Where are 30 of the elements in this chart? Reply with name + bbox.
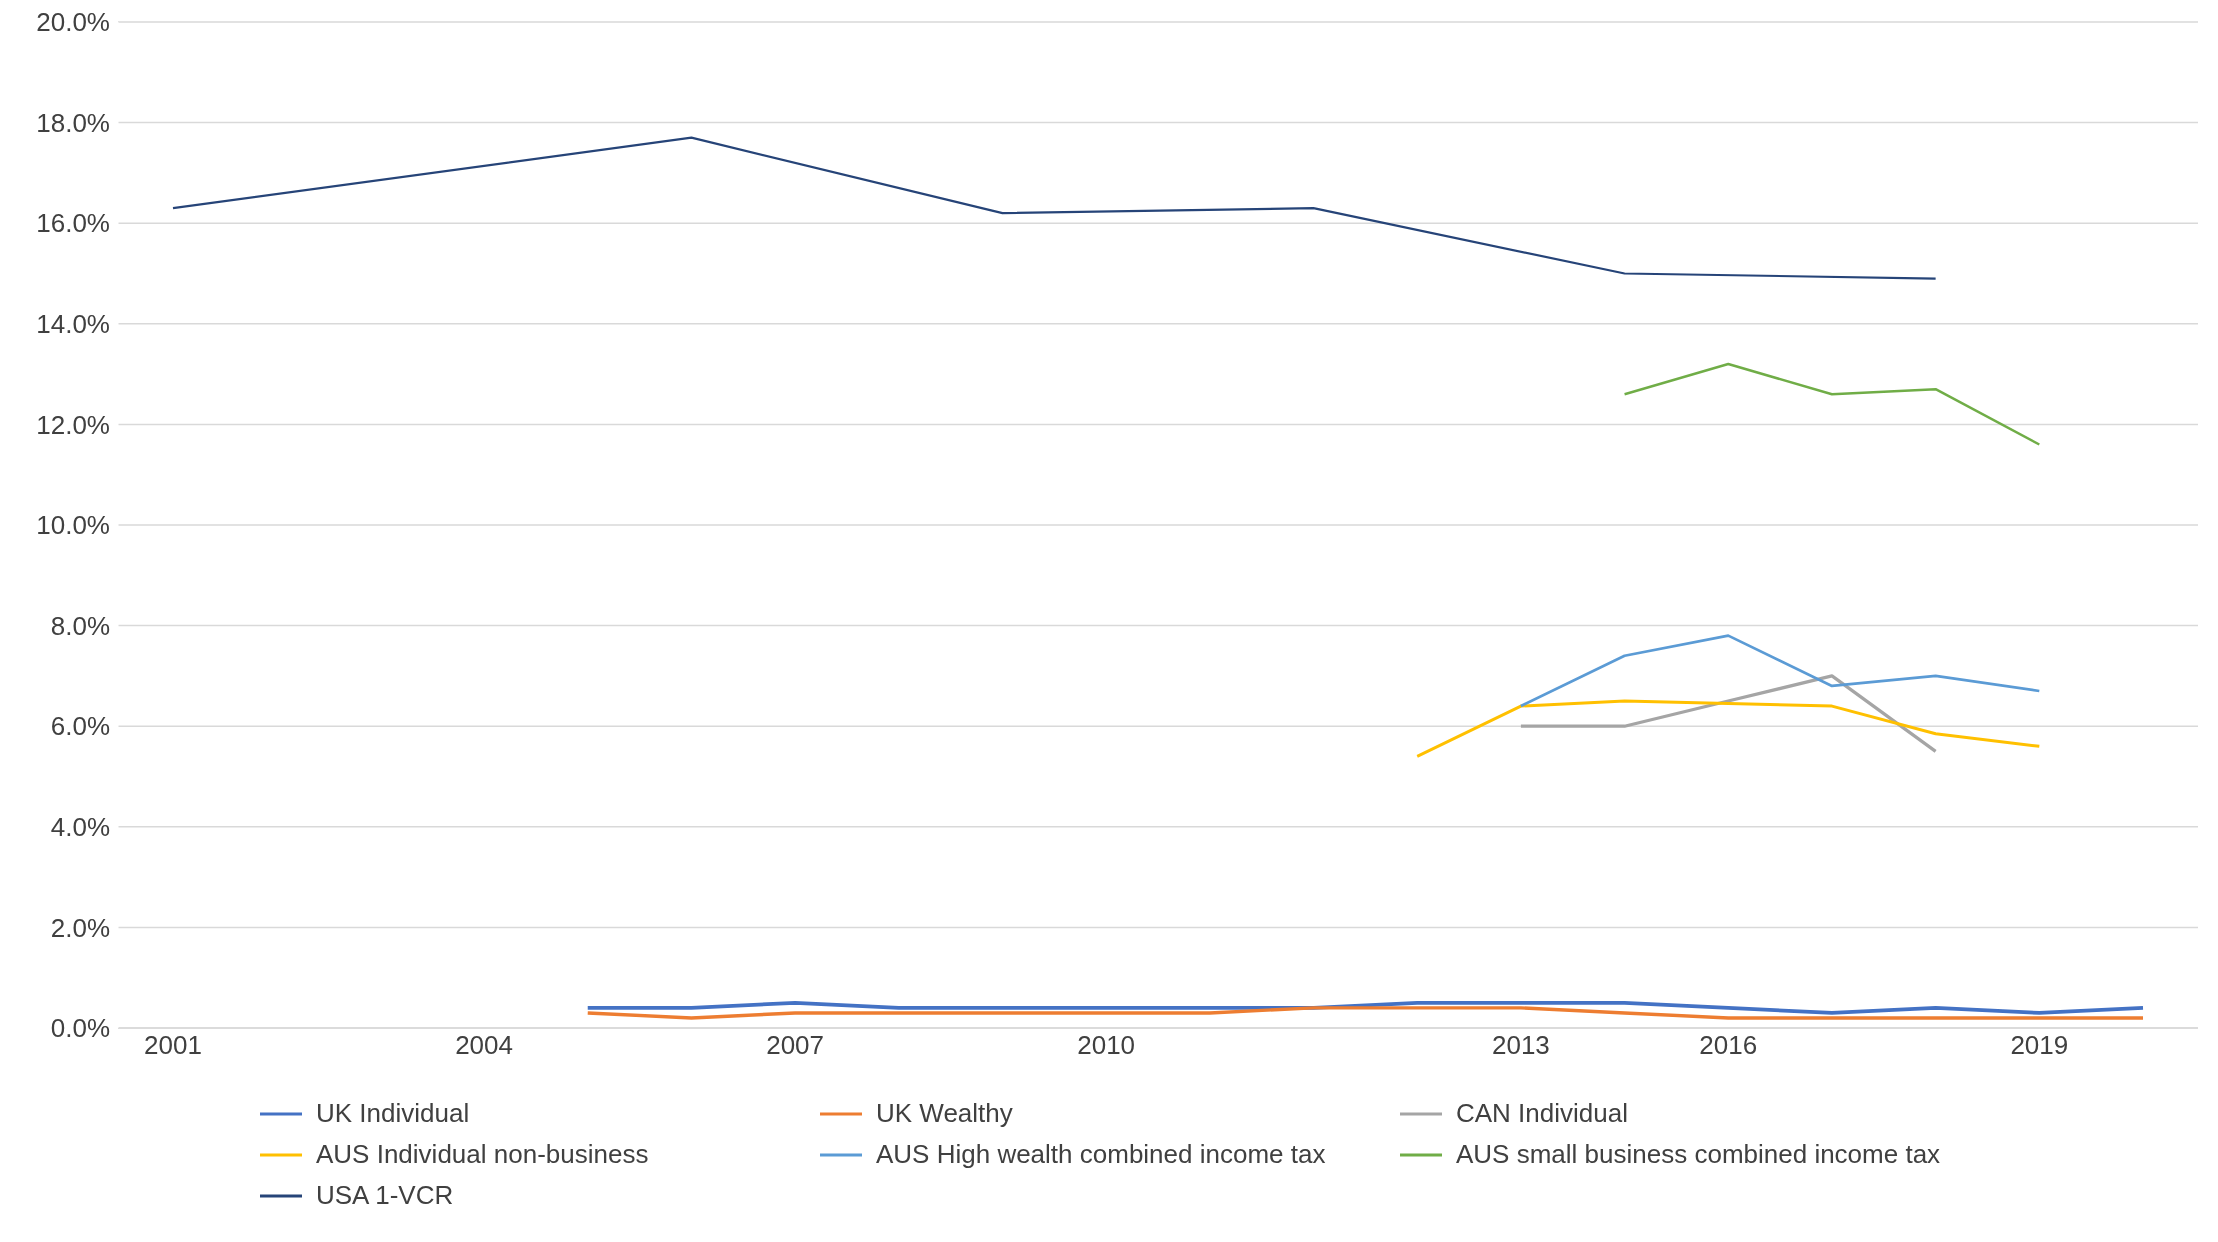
y-tick-label: 14.0% (36, 309, 110, 340)
y-tick-label: 0.0% (50, 1013, 110, 1044)
legend-label: CAN Individual (1456, 1098, 1628, 1129)
y-tick-label: 2.0% (50, 912, 110, 943)
legend-label: AUS Individual non-business (316, 1139, 649, 1170)
x-tick-label: 2004 (455, 1030, 513, 1061)
y-tick-label: 10.0% (36, 510, 110, 541)
y-tick-label: 12.0% (36, 409, 110, 440)
x-tick-label: 2013 (1491, 1030, 1550, 1061)
x-tick-label: 2019 (2010, 1030, 2069, 1061)
y-tick-label: 16.0% (36, 208, 110, 239)
legend-label: UK Wealthy (876, 1098, 1013, 1129)
x-tick-label: 2001 (144, 1030, 202, 1061)
y-tick-label: 20.0% (36, 7, 110, 38)
legend-label: AUS High wealth combined income tax (876, 1139, 1326, 1170)
y-tick-label: 4.0% (50, 812, 110, 843)
y-tick-label: 8.0% (50, 610, 110, 641)
x-tick-label: 2010 (1077, 1030, 1136, 1061)
x-tick-label: 2007 (766, 1030, 825, 1061)
legend-label: UK Individual (316, 1098, 470, 1129)
x-tick-label: 2016 (1699, 1030, 1758, 1061)
line-series (1623, 362, 2041, 446)
y-tick-label: 6.0% (50, 711, 110, 742)
line-series (1519, 634, 2041, 708)
line-series (1519, 674, 1938, 753)
legend-label: USA 1-VCR (316, 1180, 454, 1211)
line-series (1415, 699, 2041, 758)
y-tick-label: 18.0% (36, 107, 110, 138)
legend-label: AUS small business combined income tax (1456, 1139, 1941, 1170)
line-series (171, 136, 1937, 280)
